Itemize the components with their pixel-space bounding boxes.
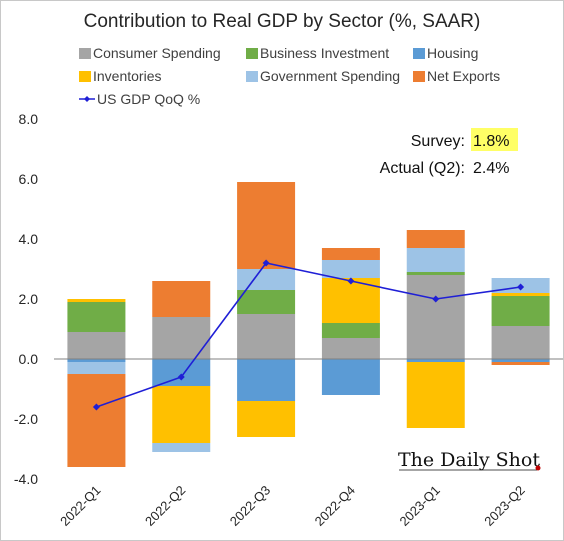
bar-segment [321,359,380,395]
chart-title: Contribution to Real GDP by Sector (%, S… [84,11,481,32]
bar-segment [406,272,465,275]
bar-segment [406,362,465,428]
y-tick-label: 4.0 [19,231,39,247]
brand-dot [535,465,541,471]
legend-label: Housing [427,45,478,61]
bar-segment [67,362,126,374]
bar-segment [491,326,550,359]
brand-logo: The Daily Shot [398,449,541,471]
bar-segment [321,260,380,278]
actual-value: 2.4% [473,160,509,177]
bar-segment [237,290,296,314]
legend-swatch [413,71,425,82]
bar-segment [152,443,211,452]
bar-segment [237,182,296,269]
gdp-line-series [92,259,525,411]
gdp-point [177,373,185,381]
bar-segment [406,359,465,362]
bar-segment [491,296,550,326]
bar-segment [67,332,126,359]
survey-label: Survey: [411,133,465,150]
bar-segment [152,359,211,386]
legend-label: Business Investment [260,45,389,61]
brand-text: The Daily Shot [398,449,540,471]
legend-label: US GDP QoQ % [97,91,200,107]
legend-swatch [79,48,91,59]
bar-segment [67,359,126,362]
x-tick-label: 2022-Q4 [312,483,358,529]
annotation-box: Survey: 1.8% Actual (Q2): 2.4% [380,128,518,177]
bar-segment [67,299,126,302]
y-tick-label: 6.0 [19,171,39,187]
bar-segment [67,374,126,467]
legend-line-marker [84,96,90,102]
gdp-point [517,283,525,291]
gdp-point [347,277,355,285]
gdp-point [432,295,440,303]
gdp-point [262,259,270,267]
legend-label: Consumer Spending [93,45,221,61]
x-tick-label: 2022-Q2 [142,483,188,529]
legend-label: Inventories [93,68,161,84]
bar-segment [237,359,296,401]
bar-segment [237,269,296,290]
bar-segment [237,401,296,437]
bar-segment [152,281,211,317]
gdp-point [92,403,100,411]
x-tick-label: 2023-Q1 [396,483,442,529]
gdp-line-path [96,262,521,408]
bar-segment [321,338,380,359]
bar-segment [491,359,550,362]
survey-value: 1.8% [473,133,509,150]
bar-segment [406,248,465,272]
y-tick-label: -4.0 [14,471,38,487]
y-tick-label: -2.0 [14,411,38,427]
x-tick-label: 2022-Q1 [57,483,103,529]
legend-label: Government Spending [260,68,400,84]
survey-highlight [471,128,518,151]
bar-segment [152,317,211,359]
bar-segment [321,323,380,338]
bar-segment [406,230,465,248]
bar-segment [67,302,126,332]
legend: Consumer Spending Business Investment Hous… [79,45,500,107]
y-tick-label: 0.0 [19,351,39,367]
legend-swatch [413,48,425,59]
y-tick-label: 2.0 [19,291,39,307]
legend-swatch [79,71,91,82]
bar-segment [491,362,550,365]
legend-label: Net Exports [427,68,500,84]
legend-swatch [246,48,258,59]
y-axis: 8.0 6.0 4.0 2.0 0.0 -2.0 -4.0 [14,111,38,487]
x-tick-label: 2022-Q3 [227,483,273,529]
y-tick-label: 8.0 [19,111,39,127]
actual-label: Actual (Q2): [380,160,465,177]
bar-segment [152,386,211,443]
bar-segment [321,248,380,260]
x-tick-label: 2023-Q2 [481,483,527,529]
bars [67,182,550,467]
x-axis: 2022-Q1 2022-Q2 2022-Q3 2022-Q4 2023-Q1 2023-… [57,483,528,529]
bar-segment [406,275,465,359]
bar-segment [491,293,550,296]
bar-segment [237,314,296,359]
legend-swatch [246,71,258,82]
